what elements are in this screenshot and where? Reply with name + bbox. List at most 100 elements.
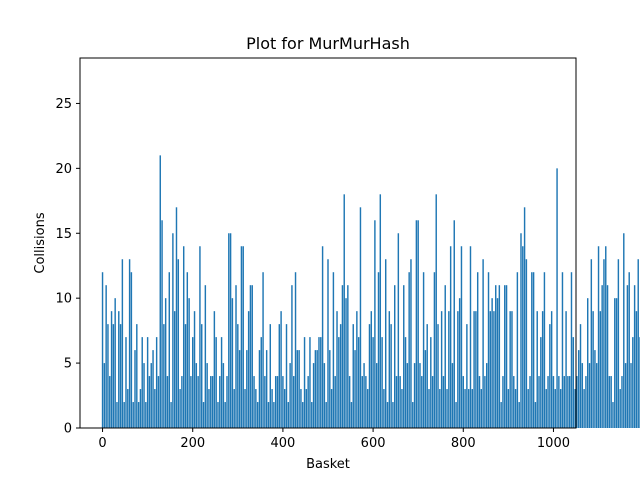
bar — [181, 376, 183, 428]
bar — [350, 402, 353, 428]
plot-frame — [79, 57, 577, 429]
y-tick-label: 25 — [55, 97, 72, 112]
bar — [352, 324, 354, 428]
bar — [392, 402, 394, 428]
bar — [480, 389, 483, 428]
bar — [343, 194, 345, 428]
bar — [417, 220, 419, 428]
bar — [430, 337, 432, 428]
bar — [523, 207, 526, 428]
bar — [177, 259, 180, 428]
bar — [273, 402, 275, 428]
x-axis: 0 200 400 600 800 1000 — [98, 428, 570, 451]
bar — [412, 402, 414, 428]
bar — [610, 376, 612, 428]
bar — [383, 389, 385, 428]
bar — [554, 389, 556, 428]
bar — [491, 298, 493, 428]
bar — [132, 402, 134, 428]
bar — [529, 376, 531, 428]
bar — [276, 376, 279, 428]
bar — [226, 376, 228, 428]
bar — [184, 324, 187, 428]
bar — [242, 246, 244, 428]
bar — [197, 376, 199, 428]
bar — [258, 350, 261, 428]
bar — [213, 311, 216, 428]
bar — [442, 376, 445, 428]
bar — [161, 220, 163, 428]
bar — [473, 311, 475, 428]
bar — [550, 311, 553, 428]
bar — [215, 337, 217, 428]
bar — [424, 350, 427, 428]
bar — [105, 285, 107, 428]
bar — [361, 376, 363, 428]
bar — [464, 389, 466, 428]
bar — [101, 272, 104, 428]
bar — [451, 363, 454, 428]
bar — [199, 246, 201, 428]
bar — [283, 389, 286, 428]
bar — [635, 311, 638, 428]
bar — [206, 363, 208, 428]
bar — [632, 337, 634, 428]
bar — [541, 311, 544, 428]
bar — [448, 311, 450, 428]
bar — [168, 272, 170, 428]
bar — [514, 389, 517, 428]
bar — [119, 324, 122, 428]
bar — [498, 285, 501, 428]
bar — [437, 324, 439, 428]
bar — [137, 402, 140, 428]
bar — [457, 311, 459, 428]
bar — [163, 324, 165, 428]
bar — [332, 272, 335, 428]
bar — [579, 324, 582, 428]
bar — [311, 402, 313, 428]
bar — [103, 363, 106, 428]
bar — [182, 246, 185, 428]
bar — [621, 376, 623, 428]
bar — [399, 376, 401, 428]
bar — [274, 376, 277, 428]
bar — [404, 337, 407, 428]
bar — [428, 389, 430, 428]
bar — [489, 311, 492, 428]
bar — [296, 350, 299, 428]
bar — [446, 389, 448, 428]
bar — [125, 337, 127, 428]
bar — [592, 311, 594, 428]
bar — [471, 389, 474, 428]
bar — [300, 389, 302, 428]
bar — [235, 285, 237, 428]
bar — [208, 389, 210, 428]
bar — [314, 350, 317, 428]
bar — [568, 376, 571, 428]
bar — [139, 389, 142, 428]
bar — [280, 311, 282, 428]
bar — [466, 324, 468, 428]
bar — [146, 337, 149, 428]
bar — [572, 337, 575, 428]
bar — [303, 337, 306, 428]
bar — [255, 389, 257, 428]
bar — [202, 402, 205, 428]
y-axis: 0 5 10 15 20 25 — [55, 97, 80, 437]
bar — [628, 272, 630, 428]
bar — [603, 259, 605, 428]
bar — [164, 298, 167, 428]
bar — [552, 376, 555, 428]
bar — [186, 272, 189, 428]
bar — [462, 376, 464, 428]
bar — [348, 376, 351, 428]
bar — [440, 311, 443, 428]
bar — [134, 350, 136, 428]
bar — [624, 363, 627, 428]
bar — [363, 363, 365, 428]
bar — [121, 259, 124, 428]
bar — [563, 376, 565, 428]
bar — [246, 350, 248, 428]
bar — [612, 402, 614, 428]
bar — [390, 324, 392, 428]
